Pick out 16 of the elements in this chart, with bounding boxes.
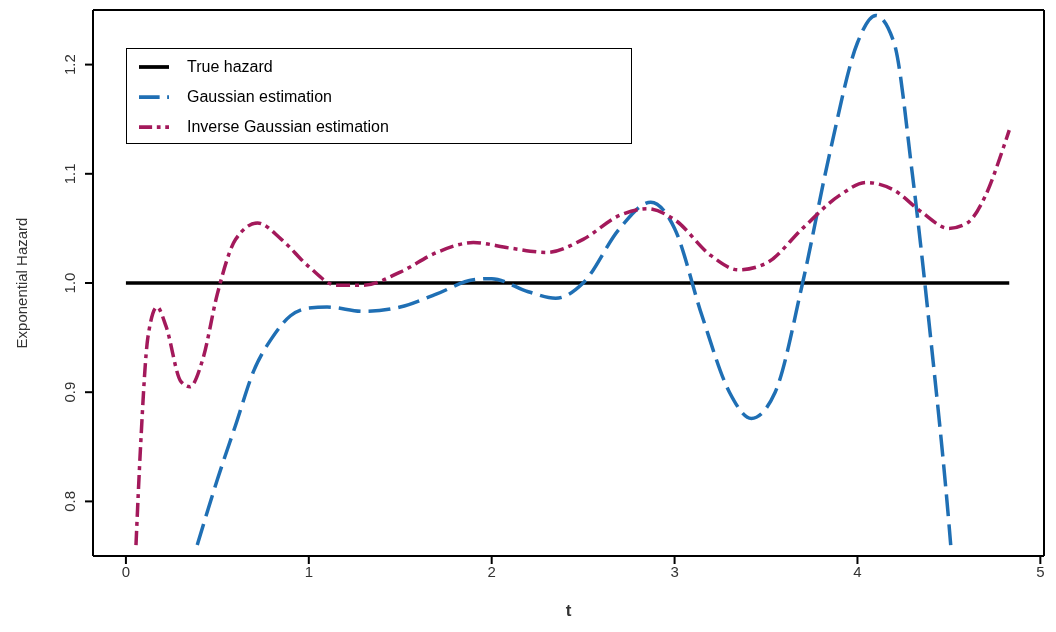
x-tick-label: 1 xyxy=(304,562,313,580)
legend-label: True hazard xyxy=(187,57,273,75)
y-tick-label: 0.9 xyxy=(61,381,78,403)
x-tick-label: 3 xyxy=(670,562,679,580)
x-tick-label: 2 xyxy=(487,562,496,580)
y-tick-label: 1.0 xyxy=(61,272,78,294)
legend-label: Inverse Gaussian estimation xyxy=(187,117,389,135)
x-tick-label: 5 xyxy=(1036,562,1045,580)
legend-label: Gaussian estimation xyxy=(187,87,332,105)
y-tick-label: 0.8 xyxy=(61,490,78,512)
y-tick-label: 1.2 xyxy=(61,54,78,76)
x-tick-label: 0 xyxy=(121,562,131,580)
y-tick-label: 1.1 xyxy=(61,163,78,185)
x-tick-label: 4 xyxy=(853,562,862,580)
y-axis-title: Exponential Hazard xyxy=(13,217,31,349)
x-axis-title: t xyxy=(565,601,572,620)
